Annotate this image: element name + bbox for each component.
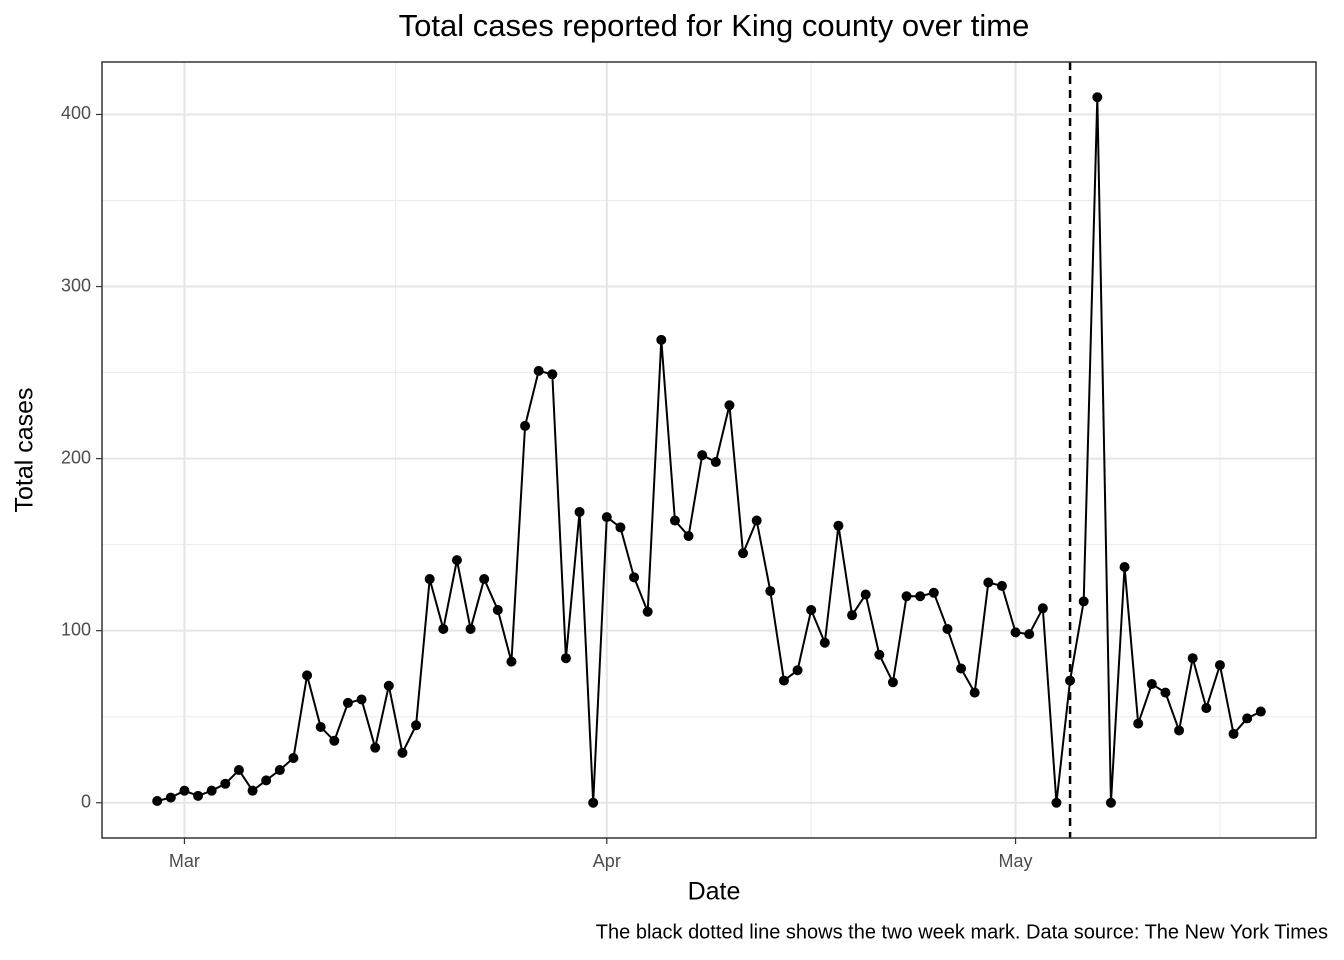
data-point: [915, 591, 926, 602]
data-point: [1174, 725, 1185, 736]
data-point: [874, 649, 885, 660]
series-line: [156, 97, 1262, 803]
data-point: [288, 752, 299, 763]
data-point: [833, 520, 844, 531]
data-point: [806, 605, 817, 616]
data-point: [1201, 703, 1212, 714]
data-point: [778, 675, 789, 686]
y-tick-label: 400: [61, 103, 91, 123]
data-point: [724, 400, 735, 411]
data-point: [397, 747, 408, 758]
data-point: [1010, 627, 1021, 638]
data-point: [656, 334, 667, 345]
data-point: [819, 637, 830, 648]
data-point: [1214, 660, 1225, 671]
data-point: [1228, 728, 1239, 739]
data-point: [847, 610, 858, 621]
data-point: [220, 778, 231, 789]
data-point: [1105, 797, 1116, 808]
caption: The black dotted line shows the two week…: [596, 921, 1328, 943]
data-point: [642, 606, 653, 617]
data-point: [165, 792, 176, 803]
data-point: [329, 735, 340, 746]
data-point: [465, 623, 476, 634]
data-point: [601, 512, 612, 523]
data-point: [1037, 603, 1048, 614]
data-point: [206, 785, 217, 796]
data-point: [588, 797, 599, 808]
data-point: [901, 591, 912, 602]
data-point: [928, 587, 939, 598]
data-point: [302, 670, 313, 681]
data-point: [615, 522, 626, 533]
data-point: [1133, 718, 1144, 729]
data-point: [1160, 687, 1171, 698]
data-point: [560, 653, 571, 664]
data-point: [738, 548, 749, 559]
x-tick-label: Mar: [169, 851, 200, 871]
data-point: [193, 790, 204, 801]
y-tick-label: 100: [61, 619, 91, 639]
plot-border: [101, 61, 1317, 839]
data-point: [983, 577, 994, 588]
data-point: [438, 623, 449, 634]
data-point: [261, 775, 272, 786]
data-point: [1024, 629, 1035, 640]
data-point: [1119, 562, 1130, 573]
y-axis-title: Total cases: [11, 387, 39, 512]
data-point: [274, 765, 285, 776]
data-point: [1255, 706, 1266, 717]
data-point: [1242, 713, 1253, 724]
data-point: [697, 450, 708, 461]
data-point: [1146, 679, 1157, 690]
chart-title: Total cases reported for King county ove…: [399, 8, 1030, 43]
y-tick-label: 0: [81, 791, 91, 811]
data-point: [860, 589, 871, 600]
x-tick-label: Apr: [593, 851, 621, 871]
data-point: [315, 722, 326, 733]
data-point: [574, 506, 585, 517]
data-point: [1187, 653, 1198, 664]
data-point: [533, 365, 544, 376]
x-tick-label: May: [999, 851, 1033, 871]
data-point: [479, 574, 490, 585]
data-point: [765, 586, 776, 597]
data-point: [506, 656, 517, 667]
data-point: [179, 785, 190, 796]
data-point: [710, 457, 721, 468]
data-point: [492, 605, 503, 616]
data-point: [669, 515, 680, 526]
y-tick-label: 300: [61, 275, 91, 295]
data-point: [1051, 797, 1062, 808]
data-point: [683, 531, 694, 542]
data-point: [342, 697, 353, 708]
data-point: [956, 663, 967, 674]
data-point: [233, 765, 244, 776]
data-point: [996, 580, 1007, 591]
x-axis-title: Date: [688, 878, 741, 906]
data-point: [629, 572, 640, 583]
data-point: [424, 574, 435, 585]
data-point: [547, 369, 558, 380]
data-point: [152, 796, 163, 807]
data-point: [370, 742, 381, 753]
data-point: [451, 555, 462, 566]
data-point: [1078, 596, 1089, 607]
data-point: [942, 623, 953, 634]
data-point: [356, 694, 367, 705]
y-tick-label: 200: [61, 447, 91, 467]
data-point: [520, 420, 531, 431]
data-point: [247, 785, 258, 796]
data-point: [969, 687, 980, 698]
data-point: [887, 677, 898, 688]
data-point: [383, 680, 394, 691]
data-point: [792, 665, 803, 676]
data-point: [751, 515, 762, 526]
data-point: [1092, 92, 1103, 103]
data-point: [411, 720, 422, 731]
